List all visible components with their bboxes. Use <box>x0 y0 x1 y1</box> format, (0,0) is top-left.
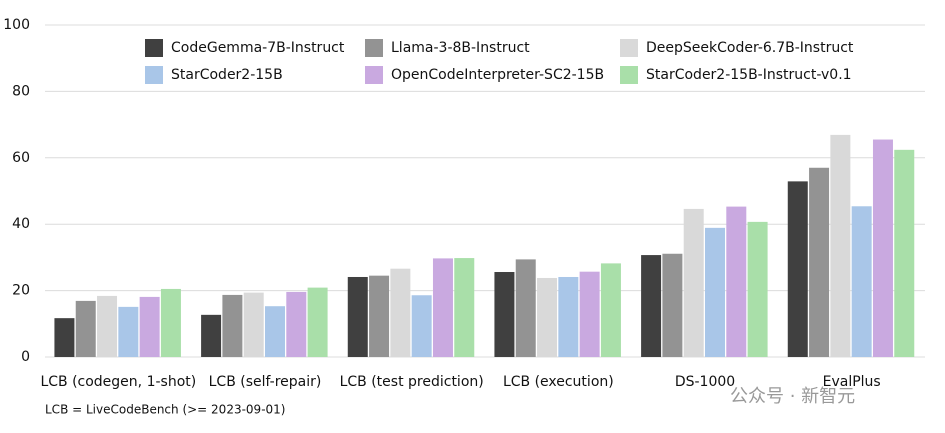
bar <box>747 221 768 357</box>
y-tick-label: 0 <box>21 349 30 365</box>
legend-label: StarCoder2-15B <box>171 67 283 83</box>
x-tick-label: LCB (execution) <box>503 374 614 390</box>
y-tick-label: 80 <box>12 83 30 99</box>
y-tick-label: 100 <box>3 17 30 33</box>
x-tick-label: LCB (test prediction) <box>340 374 484 390</box>
bar <box>369 275 390 357</box>
x-tick-label: EvalPlus <box>823 374 881 390</box>
y-tick-label: 60 <box>12 150 30 166</box>
bar <box>662 253 683 357</box>
bar <box>347 276 368 357</box>
bar <box>830 134 851 357</box>
bar <box>494 272 515 357</box>
bar <box>411 295 432 357</box>
bar <box>851 206 872 357</box>
legend-swatch <box>145 39 163 57</box>
bar <box>726 206 747 357</box>
x-tick-label: DS-1000 <box>675 374 735 390</box>
bar <box>515 259 536 357</box>
x-tick-label: LCB (codegen, 1-shot) <box>40 374 196 390</box>
bar <box>75 300 96 357</box>
legend-swatch <box>365 39 383 57</box>
bar <box>809 167 830 357</box>
bar <box>265 306 285 357</box>
bar <box>641 255 662 357</box>
watermark: 公众号 · 新智元 <box>730 386 855 407</box>
legend-label: DeepSeekCoder-6.7B-Instruct <box>646 40 854 56</box>
bar <box>390 268 411 357</box>
bar <box>454 258 475 357</box>
bar <box>201 314 222 357</box>
legend-label: StarCoder2-15B-Instruct-v0.1 <box>646 67 852 83</box>
bar <box>222 294 243 357</box>
legend-swatch <box>145 66 163 84</box>
legend-swatch <box>620 39 638 57</box>
legend-swatch <box>620 66 638 84</box>
bar <box>872 139 893 357</box>
y-tick-label: 20 <box>12 283 30 299</box>
bar <box>432 258 453 357</box>
legend-swatch <box>365 66 383 84</box>
bar <box>160 288 181 357</box>
bar <box>286 291 307 357</box>
x-tick-label: LCB (self-repair) <box>209 374 322 390</box>
bar <box>579 271 600 357</box>
y-tick-label: 40 <box>12 216 30 232</box>
bar <box>307 287 328 357</box>
bar <box>894 149 915 357</box>
bar <box>54 318 75 357</box>
bar <box>558 276 579 357</box>
bar <box>683 208 704 357</box>
bar <box>537 277 558 357</box>
legend-label: CodeGemma-7B-Instruct <box>171 40 345 56</box>
bar <box>600 263 621 357</box>
bar <box>97 295 118 357</box>
bar <box>118 306 139 357</box>
bar <box>787 181 808 357</box>
legend-label: Llama-3-8B-Instruct <box>391 40 530 56</box>
bar <box>139 296 160 357</box>
bar <box>705 227 725 357</box>
bar <box>243 292 264 357</box>
footnote: LCB = LiveCodeBench (>= 2023-09-01) <box>45 403 285 417</box>
legend-label: OpenCodeInterpreter-SC2-15B <box>391 67 604 83</box>
